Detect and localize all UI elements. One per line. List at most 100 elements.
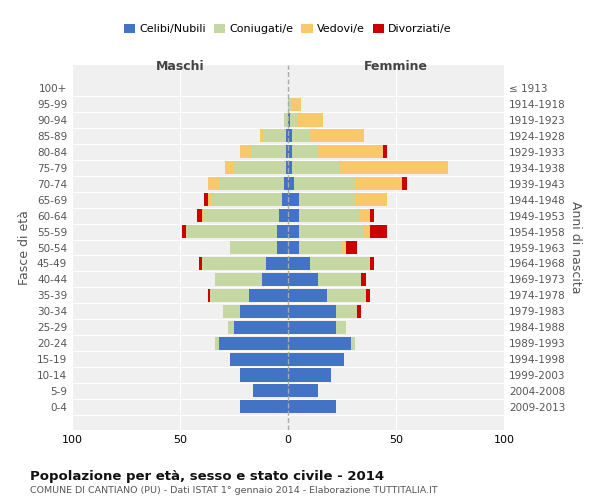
Bar [346, 241, 357, 254]
Bar [288, 336, 350, 349]
Bar [366, 289, 370, 302]
Text: Femmine: Femmine [364, 60, 428, 73]
Bar [350, 336, 355, 349]
Bar [262, 273, 288, 286]
Bar [187, 225, 277, 238]
Bar [299, 225, 364, 238]
Bar [342, 241, 346, 254]
Bar [288, 146, 292, 158]
Bar [355, 193, 388, 206]
Bar [299, 193, 355, 206]
Bar [286, 146, 288, 158]
Bar [277, 241, 288, 254]
Y-axis label: Fasce di età: Fasce di età [19, 210, 31, 285]
Bar [288, 114, 290, 126]
Bar [292, 130, 310, 142]
Bar [295, 177, 355, 190]
Bar [288, 209, 299, 222]
Bar [288, 177, 295, 190]
Bar [202, 257, 266, 270]
Bar [219, 336, 288, 349]
Bar [357, 304, 361, 318]
Bar [310, 130, 364, 142]
Bar [383, 146, 388, 158]
Bar [340, 162, 448, 174]
Bar [266, 257, 288, 270]
Bar [288, 162, 292, 174]
Bar [230, 241, 277, 254]
Bar [370, 209, 374, 222]
Bar [370, 225, 388, 238]
Bar [288, 193, 299, 206]
Bar [288, 384, 318, 398]
Bar [310, 257, 370, 270]
Bar [280, 209, 288, 222]
Bar [327, 289, 366, 302]
Bar [277, 225, 288, 238]
Bar [296, 114, 323, 126]
Bar [202, 209, 204, 222]
Bar [299, 209, 359, 222]
Bar [288, 400, 335, 413]
Bar [215, 336, 219, 349]
Bar [299, 241, 342, 254]
Bar [251, 146, 286, 158]
Bar [288, 241, 299, 254]
Bar [230, 352, 288, 366]
Bar [288, 130, 292, 142]
Bar [292, 146, 318, 158]
Bar [227, 320, 234, 334]
Bar [335, 304, 357, 318]
Bar [223, 304, 241, 318]
Bar [234, 320, 288, 334]
Bar [288, 320, 335, 334]
Text: COMUNE DI CANTIANO (PU) - Dati ISTAT 1° gennaio 2014 - Elaborazione TUTTITALIA.I: COMUNE DI CANTIANO (PU) - Dati ISTAT 1° … [30, 486, 437, 495]
Bar [241, 368, 288, 382]
Text: Maschi: Maschi [155, 60, 205, 73]
Bar [281, 193, 288, 206]
Bar [253, 384, 288, 398]
Bar [241, 304, 288, 318]
Bar [241, 400, 288, 413]
Bar [403, 177, 407, 190]
Bar [208, 177, 219, 190]
Bar [292, 98, 301, 110]
Bar [215, 273, 262, 286]
Bar [288, 225, 299, 238]
Bar [264, 130, 286, 142]
Bar [288, 289, 327, 302]
Bar [219, 177, 284, 190]
Bar [364, 225, 370, 238]
Legend: Celibi/Nubili, Coniugati/e, Vedovi/e, Divorziati/e: Celibi/Nubili, Coniugati/e, Vedovi/e, Di… [120, 20, 456, 39]
Bar [260, 130, 264, 142]
Text: Popolazione per età, sesso e stato civile - 2014: Popolazione per età, sesso e stato civil… [30, 470, 384, 483]
Bar [288, 257, 310, 270]
Y-axis label: Anni di nascita: Anni di nascita [569, 201, 582, 294]
Bar [197, 209, 202, 222]
Bar [208, 289, 210, 302]
Bar [286, 130, 288, 142]
Bar [199, 257, 202, 270]
Bar [288, 352, 344, 366]
Bar [292, 162, 340, 174]
Bar [284, 114, 288, 126]
Bar [210, 289, 249, 302]
Bar [241, 146, 251, 158]
Bar [361, 273, 366, 286]
Bar [355, 177, 403, 190]
Bar [284, 177, 288, 190]
Bar [204, 209, 280, 222]
Bar [370, 257, 374, 270]
Bar [226, 162, 234, 174]
Bar [212, 193, 281, 206]
Bar [359, 209, 370, 222]
Bar [288, 304, 335, 318]
Bar [249, 289, 288, 302]
Bar [290, 114, 296, 126]
Bar [288, 368, 331, 382]
Bar [318, 146, 383, 158]
Bar [204, 193, 208, 206]
Bar [234, 162, 286, 174]
Bar [286, 162, 288, 174]
Bar [335, 320, 346, 334]
